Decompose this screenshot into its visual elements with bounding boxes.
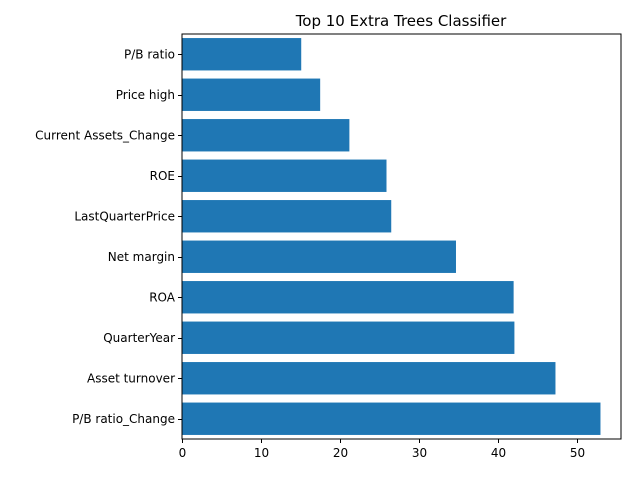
y-tick-label: P/B ratio: [124, 47, 175, 61]
x-tick-label: 50: [570, 446, 585, 460]
x-tick-label: 0: [179, 446, 187, 460]
y-tick-label: Current Assets_Change: [35, 128, 175, 142]
x-tick-label: 10: [254, 446, 269, 460]
bars-group: [182, 38, 601, 435]
bar: [182, 119, 350, 152]
bar: [182, 240, 456, 273]
bar: [182, 159, 387, 192]
bar: [182, 362, 556, 395]
y-tick-label: Net margin: [108, 250, 175, 264]
y-axis: P/B ratio Price high Current Assets_Change…: [35, 47, 182, 426]
y-tick-label: Asset turnover: [87, 371, 175, 385]
y-tick-label: P/B ratio_Change: [72, 412, 175, 426]
y-tick-label: QuarterYear: [103, 331, 175, 345]
y-tick-label: Price high: [116, 88, 175, 102]
y-tick-label: LastQuarterPrice: [74, 209, 175, 223]
x-axis: 0 10 20 30 40 50: [179, 439, 585, 460]
x-tick-label: 20: [333, 446, 348, 460]
y-tick-label: ROE: [150, 169, 175, 183]
x-tick-label: 40: [491, 446, 506, 460]
plot-frame: [181, 33, 622, 440]
bar: [182, 402, 601, 435]
bar: [182, 200, 392, 233]
bar: [182, 38, 302, 71]
chart-title: Top 10 Extra Trees Classifier: [295, 12, 507, 30]
bar: [182, 78, 321, 111]
bar: [182, 281, 514, 314]
bar: [182, 321, 515, 354]
y-tick-label: ROA: [149, 290, 176, 304]
x-tick-label: 30: [412, 446, 427, 460]
